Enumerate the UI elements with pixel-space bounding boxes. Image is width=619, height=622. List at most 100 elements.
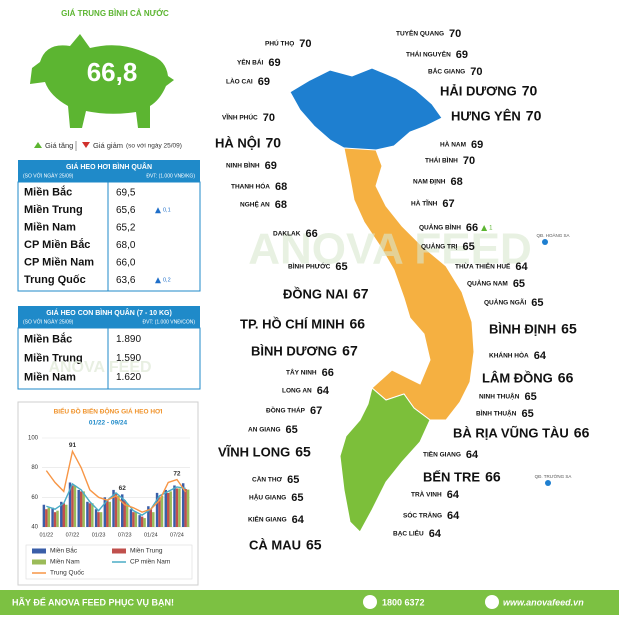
- province-price: 64: [317, 385, 330, 397]
- legend-label: Miền Bắc: [50, 546, 78, 555]
- bar: [68, 482, 72, 527]
- table-title: GIÁ HEO HƠI BÌNH QUÂN: [66, 162, 152, 171]
- province-name: NAM ĐỊNH: [413, 179, 446, 186]
- province-name: KHÁNH HÒA: [489, 351, 529, 360]
- row-region: Miền Nam: [24, 222, 76, 234]
- table-header: [18, 160, 200, 182]
- province-name: HÀ NỘI: [215, 135, 261, 150]
- table-compare: (SO VỚI NGÀY 25/09): [23, 172, 74, 179]
- bar: [167, 492, 170, 527]
- watermark: ANOVA FEED: [248, 225, 532, 274]
- footer-phone: 1800 6372: [382, 597, 425, 607]
- province-price: 65: [306, 537, 322, 553]
- province-price: 70: [463, 155, 475, 167]
- province-name: KIÊN GIANG: [248, 515, 287, 524]
- province-price: 65: [524, 391, 536, 403]
- row-region: Miền Trung: [24, 352, 83, 364]
- bar: [155, 492, 159, 527]
- province-price: 69: [265, 160, 277, 172]
- bar: [123, 500, 126, 527]
- bar: [138, 515, 141, 527]
- x-tick-label: 01/24: [144, 532, 158, 538]
- bar: [91, 503, 94, 527]
- bar: [77, 489, 80, 527]
- legend-label: Miền Trung: [130, 546, 163, 555]
- province-price: 65: [531, 297, 543, 309]
- bar: [88, 503, 92, 527]
- province-name: THANH HÓA: [231, 182, 270, 191]
- island-label: QĐ. TRƯỜNG SA: [535, 473, 572, 479]
- province-price: 65: [561, 321, 577, 337]
- row-price: 66,0: [116, 257, 136, 268]
- province-name: VĨNH LONG: [218, 444, 290, 459]
- province-name: HÀ NAM: [440, 140, 466, 149]
- bar: [103, 497, 107, 527]
- bar: [112, 489, 115, 527]
- province-name: TIỀN GIANG: [423, 449, 461, 459]
- bar: [53, 512, 57, 527]
- bar: [117, 495, 120, 527]
- legend-note: (so với ngày 25/09): [126, 143, 182, 150]
- province-price: 64: [429, 528, 442, 540]
- watermark: ANOVA FEED: [48, 359, 151, 376]
- province-name: DAKLAK: [273, 231, 301, 238]
- x-tick-label: 01/22: [39, 532, 53, 538]
- province-price: 65: [291, 492, 303, 504]
- bar: [94, 509, 98, 527]
- bar: [114, 492, 118, 527]
- y-tick-label: 100: [28, 436, 39, 442]
- bar: [184, 489, 187, 527]
- province-price: 67: [310, 405, 322, 417]
- row-price: 1.890: [116, 334, 141, 345]
- bar: [73, 485, 77, 527]
- bar: [108, 501, 111, 527]
- legend-label: Miền Nam: [50, 557, 80, 566]
- province-price: 69: [268, 57, 280, 69]
- phone-icon: [363, 595, 377, 609]
- province-name: NINH BÌNH: [226, 161, 260, 170]
- x-tick-label: 07/22: [66, 532, 80, 538]
- province-name: BÌNH DƯƠNG: [251, 343, 337, 358]
- row-price: 63,6: [116, 275, 136, 286]
- table-title: GIÁ HEO CON BÌNH QUÂN (7 - 10 KG): [46, 308, 172, 317]
- province-price: 69: [456, 49, 468, 61]
- province-price: 64: [447, 489, 460, 501]
- province-name: TUYÊN QUANG: [396, 29, 444, 38]
- bar: [160, 495, 164, 527]
- province-price: 65: [286, 424, 298, 436]
- annotation: 62: [119, 485, 127, 492]
- footer-bar: [0, 590, 619, 615]
- row-price: 65,6: [116, 205, 136, 216]
- province-price: 65: [287, 474, 299, 486]
- province-price: 66: [322, 367, 334, 379]
- row-price: 69,5: [116, 187, 136, 198]
- legend-label: CP miền Nam: [130, 557, 170, 566]
- bar: [140, 516, 144, 527]
- header-title: GIÁ TRUNG BÌNH CẢ NƯỚC: [61, 9, 169, 18]
- line-series: [45, 449, 187, 513]
- x-tick-label: 01/23: [92, 532, 106, 538]
- chart-title: BIỂU ĐỒ BIẾN ĐỘNG GIÁ HEO HƠI: [54, 406, 163, 416]
- table-unit: ĐVT: (1.000 VNĐ/KG): [146, 173, 195, 179]
- province-price: 68: [451, 176, 463, 188]
- legend-swatch: [32, 559, 46, 565]
- bar: [121, 494, 124, 527]
- province-name: BÌNH THUẬN: [476, 409, 517, 418]
- row-price: 1.620: [116, 372, 141, 383]
- bar: [97, 512, 100, 527]
- footer-slogan: HÃY ĐỂ ANOVA FEED PHỤC VỤ BẠN!: [12, 596, 174, 607]
- province-name: BẠC LIÊU: [393, 529, 424, 538]
- province-price: 66: [558, 370, 574, 386]
- province-name: CÀ MAU: [249, 537, 301, 552]
- bar: [51, 507, 54, 527]
- web-icon: [485, 595, 499, 609]
- province-name: NGHỆ AN: [240, 200, 270, 209]
- province-price: 66: [485, 469, 501, 485]
- bar: [64, 504, 68, 527]
- y-tick-label: 60: [31, 495, 38, 501]
- bar: [152, 512, 155, 527]
- row-region: CP Miền Bắc: [24, 238, 90, 251]
- bar: [60, 501, 63, 527]
- province-name: BẾN TRE: [423, 469, 480, 484]
- province-name: QUẢNG NGÃI: [484, 298, 526, 307]
